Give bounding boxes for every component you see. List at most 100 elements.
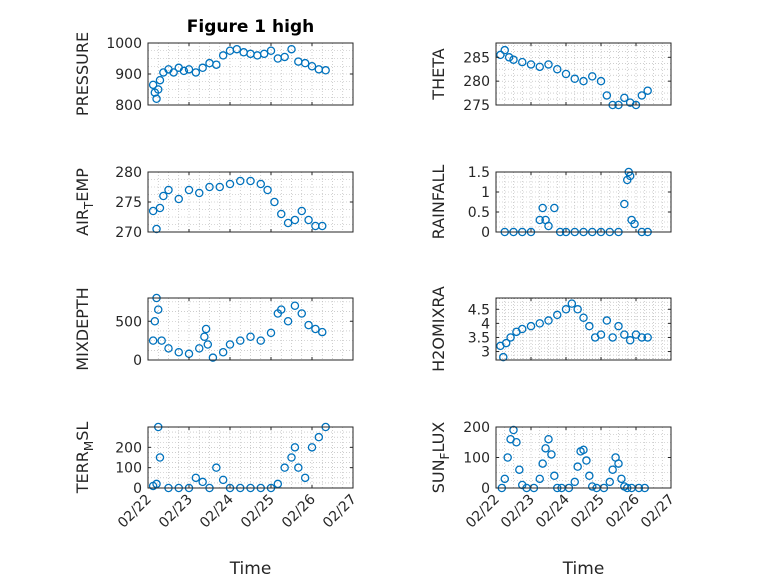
data-point bbox=[588, 482, 597, 491]
data-point bbox=[208, 353, 218, 362]
data-point bbox=[256, 336, 265, 345]
data-point bbox=[614, 321, 623, 331]
data-point bbox=[283, 218, 293, 228]
y-axis-label: AIRTEMP bbox=[73, 168, 96, 236]
data-point bbox=[573, 462, 582, 471]
axes-frame bbox=[495, 171, 672, 233]
data-point bbox=[620, 330, 629, 339]
y-tick-label: 280 bbox=[463, 74, 490, 90]
data-point bbox=[617, 474, 626, 484]
data-point bbox=[625, 336, 635, 345]
data-point bbox=[509, 55, 518, 64]
x-tick-label: 02/23 bbox=[156, 492, 196, 532]
data-point bbox=[164, 185, 173, 195]
data-point bbox=[294, 463, 303, 472]
y-axis-label: MIXDEPTH bbox=[73, 287, 92, 370]
chart-panel-3: 270 275 280 AIRTEMP bbox=[73, 165, 354, 241]
data-point bbox=[201, 324, 211, 334]
y-tick-label: 1000 bbox=[106, 36, 142, 52]
data-point bbox=[579, 76, 588, 86]
data-point bbox=[567, 299, 577, 308]
data-point bbox=[256, 179, 265, 189]
chart-panel-7: 0 100 200 02/22 02/23 02/24 02/25 02/26 02/27 Tim… bbox=[73, 422, 360, 579]
chart-panel-2: 275 280 285 THETA bbox=[429, 42, 672, 114]
data-point bbox=[290, 443, 300, 452]
x-tick-label: 02/25 bbox=[568, 492, 608, 532]
y-tick-label: 3 bbox=[481, 345, 490, 361]
data-point bbox=[232, 44, 242, 54]
y-axis-label-subscript: M bbox=[82, 441, 96, 451]
data-point bbox=[218, 475, 228, 485]
data-point bbox=[602, 91, 612, 100]
data-point bbox=[588, 72, 597, 81]
data-point bbox=[637, 91, 647, 100]
data-point bbox=[570, 74, 580, 84]
data-point bbox=[500, 45, 509, 55]
y-tick-label: 0 bbox=[481, 481, 490, 497]
data-point bbox=[290, 215, 300, 225]
data-point bbox=[155, 453, 165, 462]
data-point bbox=[194, 188, 204, 198]
data-point bbox=[579, 313, 588, 322]
data-point bbox=[218, 347, 228, 357]
data-point bbox=[174, 347, 183, 357]
x-tick-label: 02/27 bbox=[320, 492, 360, 532]
x-tick-label: 02/27 bbox=[638, 492, 678, 532]
data-point bbox=[643, 86, 652, 95]
data-point bbox=[198, 477, 207, 487]
y-tick-label: 3.5 bbox=[468, 330, 490, 346]
data-point bbox=[246, 176, 255, 186]
data-point bbox=[518, 57, 527, 67]
y-axis-label-suffix: LUX bbox=[429, 422, 448, 453]
x-tick-label: 02/22 bbox=[463, 492, 503, 532]
data-point bbox=[287, 44, 296, 54]
data-point bbox=[297, 309, 306, 318]
chart-title: Figure 1 high bbox=[187, 17, 315, 37]
y-tick-label: 1 bbox=[481, 185, 490, 201]
data-point bbox=[602, 316, 612, 325]
data-point bbox=[155, 203, 165, 213]
y-tick-label: 0.5 bbox=[468, 205, 490, 221]
y-tick-label: 500 bbox=[115, 314, 142, 330]
data-point bbox=[300, 473, 310, 483]
x-tick-label: 02/26 bbox=[603, 491, 643, 531]
data-point bbox=[259, 49, 269, 59]
data-point bbox=[544, 316, 553, 325]
y-axis-label-main: SUN bbox=[429, 459, 448, 493]
chart-panel-4: 0 0.5 1 1.5 RAINFALL bbox=[429, 165, 672, 241]
data-point bbox=[496, 50, 505, 60]
y-tick-label: 4 bbox=[481, 316, 490, 332]
y-tick-label: 0 bbox=[133, 481, 142, 497]
data-point bbox=[317, 327, 327, 337]
data-point bbox=[205, 182, 214, 192]
y-axis-label-main: MIXDEPTH bbox=[73, 287, 92, 370]
y-tick-label: 100 bbox=[115, 461, 142, 477]
y-tick-label: 200 bbox=[463, 420, 490, 436]
data-point bbox=[570, 477, 580, 487]
data-point bbox=[184, 185, 194, 195]
y-tick-label: 270 bbox=[115, 225, 142, 241]
axes-frame bbox=[495, 42, 672, 106]
data-point bbox=[605, 477, 615, 487]
data-point bbox=[582, 456, 591, 465]
y-axis-label-main: AIR bbox=[73, 209, 92, 236]
data-point bbox=[550, 203, 559, 213]
data-point bbox=[153, 305, 163, 314]
data-point bbox=[148, 80, 158, 90]
data-point bbox=[585, 321, 594, 331]
data-point bbox=[503, 453, 512, 462]
data-point bbox=[174, 194, 183, 204]
y-axis-label-subscript: F bbox=[438, 452, 452, 459]
data-point bbox=[235, 336, 245, 345]
data-point bbox=[561, 69, 571, 79]
y-tick-label: 100 bbox=[463, 451, 490, 467]
data-point bbox=[287, 453, 296, 462]
data-point bbox=[535, 215, 545, 225]
y-tick-label: 200 bbox=[115, 440, 142, 456]
data-point bbox=[215, 182, 224, 192]
data-point bbox=[270, 197, 279, 207]
data-point bbox=[225, 340, 235, 349]
data-point bbox=[191, 68, 201, 77]
x-axis-label: Time bbox=[229, 559, 272, 579]
